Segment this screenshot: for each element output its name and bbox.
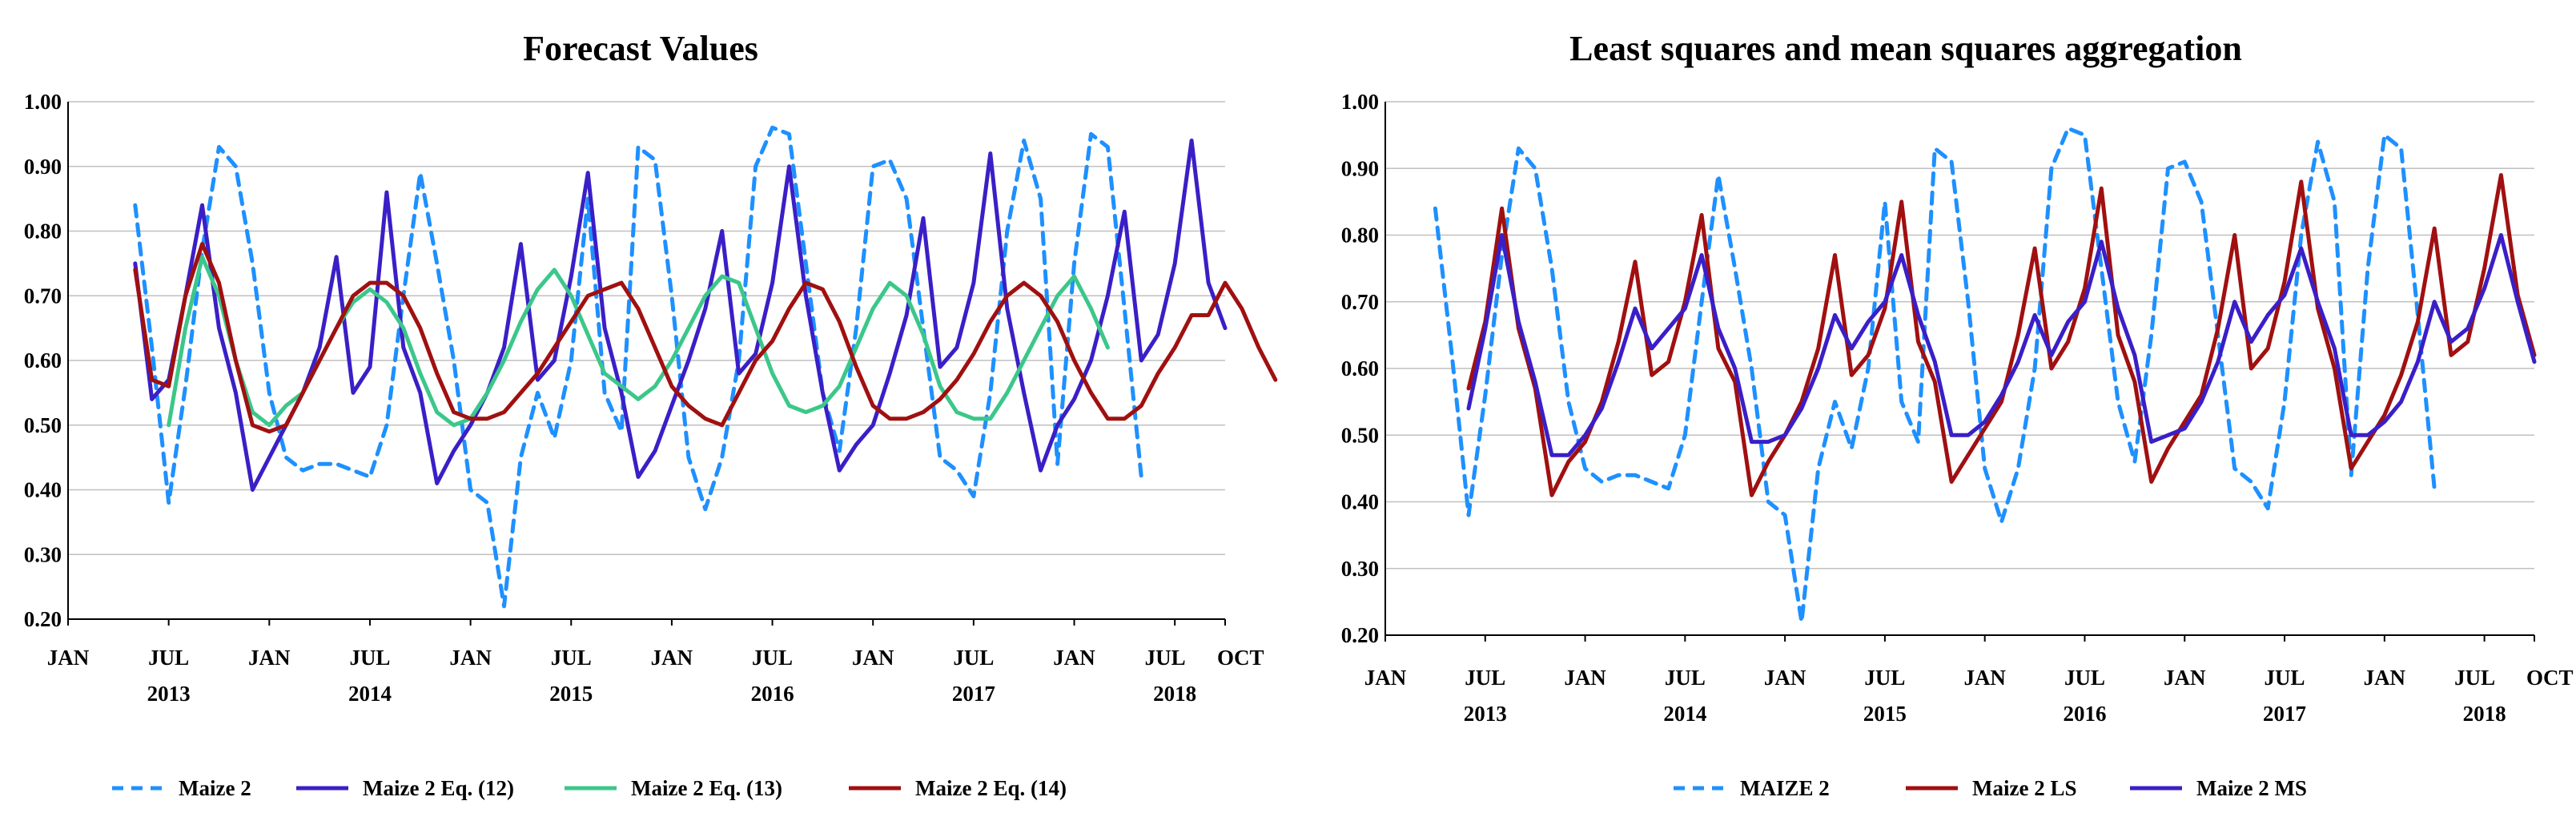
- x-tick-label: JUL: [1864, 666, 1905, 690]
- series-line-maize-2-eq-13: [167, 255, 1110, 428]
- legend-label: MAIZE 2: [1740, 776, 1830, 800]
- x-tick-label: JAN: [2164, 666, 2206, 690]
- x-tick-label: JAN: [248, 646, 291, 670]
- legend-label: Maize 2: [179, 776, 251, 800]
- chart-title: Least squares and mean squares aggregati…: [1569, 29, 2242, 68]
- year-label: 2016: [2063, 702, 2106, 726]
- year-label: 2017: [952, 682, 995, 706]
- year-label: 2015: [1863, 702, 1907, 726]
- y-tick-label: 0.50: [24, 413, 62, 437]
- y-tick-label: 0.90: [24, 155, 62, 179]
- y-tick-label: 0.70: [24, 284, 62, 308]
- year-label: 2014: [1663, 702, 1706, 726]
- legend-label: Maize 2 LS: [1972, 776, 2076, 800]
- x-tick-label: JUL: [148, 646, 189, 670]
- series-group: [133, 125, 1278, 609]
- chart-panel-1: Forecast Values 0.20 0.30 0.40 0.50 0.60 0.70 0…: [24, 29, 1278, 800]
- series-line-maize-2-ms: [1466, 233, 2537, 457]
- x-tick-label: JAN: [852, 646, 894, 670]
- y-tick-label: 0.70: [1341, 290, 1379, 314]
- legend: MAIZE 2 Maize 2 LS Maize 2 MS: [1674, 776, 2307, 800]
- year-label: 2016: [751, 682, 794, 706]
- x-tick-label: JUL: [349, 646, 390, 670]
- series-line-maize-2-eq-14: [133, 242, 1278, 434]
- x-tick-label: JUL: [551, 646, 592, 670]
- x-tick-label: JUL: [953, 646, 994, 670]
- x-tick-label: JAN: [47, 646, 90, 670]
- year-label: 2014: [348, 682, 392, 706]
- x-tick-label: JUL: [1465, 666, 1505, 690]
- x-tick-label: OCT: [1217, 646, 1264, 670]
- year-label: 2015: [549, 682, 593, 706]
- x-tick-label: JUL: [2265, 666, 2305, 690]
- y-tick-label: 1.00: [24, 90, 62, 114]
- y-tick-label: 0.50: [1341, 423, 1379, 447]
- y-tick-label: 0.90: [1341, 156, 1379, 180]
- x-tick-label: JUL: [2454, 666, 2495, 690]
- year-label: 2018: [1153, 682, 1196, 706]
- x-tick-label: JAN: [1564, 666, 1606, 690]
- legend-label: Maize 2 Eq. (12): [363, 776, 514, 800]
- y-tick-label: 0.80: [1341, 223, 1379, 248]
- y-tick-label: 1.00: [1341, 90, 1379, 114]
- x-tick-label: JAN: [449, 646, 492, 670]
- chart-panel-2: Least squares and mean squares aggregati…: [1341, 29, 2574, 800]
- x-tick-label: JAN: [1364, 666, 1407, 690]
- x-tick-label: JUL: [752, 646, 793, 670]
- series-line-maize-2: [133, 125, 1143, 609]
- x-tick-label: JAN: [651, 646, 693, 670]
- x-tick-label: JUL: [2064, 666, 2105, 690]
- x-tick-label: JAN: [1053, 646, 1095, 670]
- x-tick-label: JUL: [1665, 666, 1706, 690]
- y-tick-label: 0.30: [1341, 557, 1379, 581]
- x-tick-label: JAN: [2364, 666, 2406, 690]
- x-tick-label: JAN: [1764, 666, 1806, 690]
- y-tick-label: 0.20: [24, 607, 62, 631]
- y-tick-label: 0.80: [24, 219, 62, 243]
- legend-label: Maize 2 Eq. (13): [631, 776, 782, 800]
- legend-label: Maize 2 MS: [2196, 776, 2307, 800]
- y-tick-label: 0.20: [1341, 623, 1379, 647]
- series-line-maize-2-eq-12: [133, 139, 1228, 492]
- year-label: 2017: [2263, 702, 2306, 726]
- series-group: [1433, 126, 2537, 624]
- series-line-maize-2: [1433, 126, 2437, 624]
- y-tick-label: 0.60: [1341, 356, 1379, 380]
- chart-title: Forecast Values: [523, 29, 758, 68]
- y-tick-label: 0.60: [24, 348, 62, 372]
- y-tick-label: 0.40: [24, 478, 62, 502]
- year-label: 2013: [1464, 702, 1507, 726]
- legend: Maize 2 Maize 2 Eq. (12) Maize 2 Eq. (13) M…: [112, 776, 1067, 800]
- x-tick-label: OCT: [2526, 666, 2574, 690]
- x-tick-label: JUL: [1145, 646, 1186, 670]
- legend-label: Maize 2 Eq. (14): [915, 776, 1067, 800]
- year-label: 2013: [147, 682, 191, 706]
- y-tick-label: 0.40: [1341, 490, 1379, 514]
- x-tick-label: JAN: [1963, 666, 2006, 690]
- y-tick-label: 0.30: [24, 542, 62, 566]
- year-label: 2018: [2463, 702, 2506, 726]
